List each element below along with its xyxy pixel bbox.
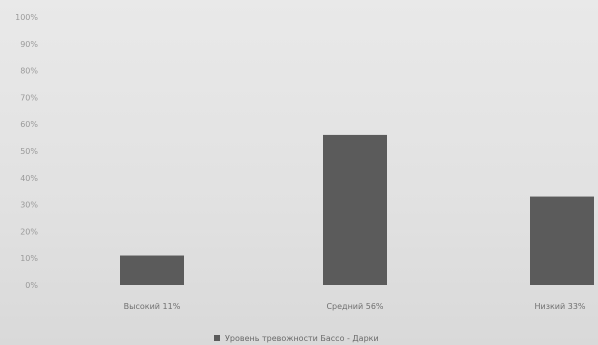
y-tick-label: 40% [20,174,38,183]
category-label: Высокий 11% [124,302,181,311]
y-tick-label: 90% [20,40,38,49]
bar [323,134,387,285]
legend-marker [214,335,220,341]
y-tick-label: 50% [20,147,38,156]
category-label: Низкий 33% [534,302,585,311]
y-axis-ticks: 0% 10% 20% 30% 40% 50% 60% 70% 80% 90% 100% [15,13,38,290]
category-label: Средний 56% [326,302,383,311]
y-tick-label: 100% [15,13,38,22]
bar [120,255,184,285]
y-tick-label: 10% [20,254,38,263]
y-tick-label: 80% [20,67,38,76]
y-tick-label: 70% [20,93,38,102]
y-tick-label: 20% [20,227,38,236]
category-labels: Высокий 11% Средний 56% Низкий 33% [124,302,586,311]
y-tick-label: 60% [20,120,38,129]
y-tick-label: 30% [20,201,38,210]
bars [120,134,594,285]
y-tick-label: 0% [25,281,38,290]
bar [530,196,594,285]
legend: Уровень тревожности Бассо - Дарки [214,334,379,343]
legend-label: Уровень тревожности Бассо - Дарки [225,334,379,343]
